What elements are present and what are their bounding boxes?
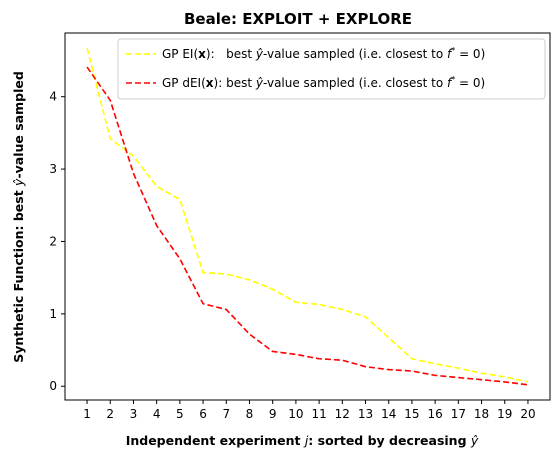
x-tick-label: 2 xyxy=(106,407,114,421)
y-axis-label: Synthetic Function: best ŷ-value sampled xyxy=(11,71,26,363)
x-tick-label: 8 xyxy=(246,407,254,421)
x-tick-label: 1 xyxy=(83,407,91,421)
y-tick-label: 1 xyxy=(49,307,57,321)
plot-frame xyxy=(64,32,551,401)
legend-label-dei: GP dEI(x): best ŷ-value sampled (i.e. cl… xyxy=(162,75,485,90)
x-tick-label: 13 xyxy=(358,407,373,421)
x-tick-label: 18 xyxy=(474,407,489,421)
x-axis-label: Independent experiment j: sorted by decr… xyxy=(126,433,479,448)
x-tick-label: 9 xyxy=(269,407,277,421)
x-tick-label: 19 xyxy=(497,407,512,421)
x-tick-label: 5 xyxy=(176,407,184,421)
chart-title: Beale: EXPLOIT + EXPLORE xyxy=(184,10,412,28)
x-tick-label: 15 xyxy=(404,407,419,421)
x-tick-label: 11 xyxy=(311,407,326,421)
x-tick-label: 12 xyxy=(335,407,350,421)
x-tick-label: 7 xyxy=(222,407,230,421)
legend-label-ei: GP EI(x): best ŷ-value sampled (i.e. clo… xyxy=(162,46,485,61)
x-tick-label: 10 xyxy=(288,407,303,421)
x-tick-label: 14 xyxy=(381,407,396,421)
series-line-0 xyxy=(86,48,529,383)
y-tick-label: 0 xyxy=(49,379,57,393)
y-axis-ticks: 0 1 2 3 4 xyxy=(49,90,65,393)
y-tick-label: 4 xyxy=(49,90,57,104)
y-tick-label: 2 xyxy=(49,234,57,248)
x-tick-label: 4 xyxy=(153,407,161,421)
series-line-1 xyxy=(86,66,529,386)
x-tick-label: 17 xyxy=(451,407,466,421)
x-tick-label: 3 xyxy=(130,407,138,421)
legend-frame xyxy=(117,38,546,100)
x-tick-label: 20 xyxy=(520,407,535,421)
legend: GP EI(x): best ŷ-value sampled (i.e. clo… xyxy=(117,38,546,100)
x-axis-ticks: 1 2 3 4 5 6 7 8 9 10 11 12 13 14 15 16 17 18 19 20 xyxy=(83,400,536,421)
x-tick-label: 16 xyxy=(427,407,442,421)
y-tick-label: 3 xyxy=(49,162,57,176)
x-tick-label: 6 xyxy=(199,407,207,421)
series-group xyxy=(86,48,529,386)
